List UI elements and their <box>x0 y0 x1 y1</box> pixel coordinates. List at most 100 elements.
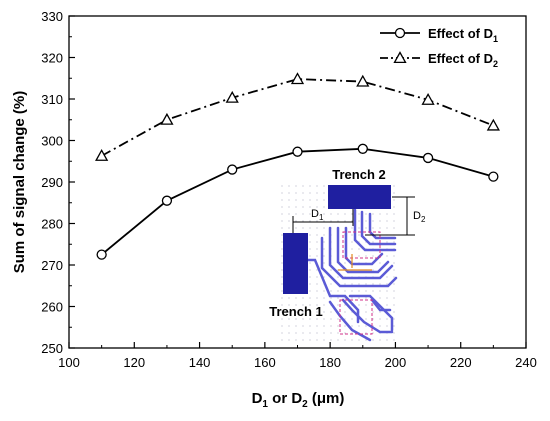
inset-grid-dot <box>337 325 339 327</box>
inset-grid-dot <box>295 213 297 215</box>
x-tick-label: 120 <box>123 355 145 370</box>
x-tick-label: 140 <box>189 355 211 370</box>
inset-highlight-paths <box>339 231 381 335</box>
inset-grid-dot <box>309 276 311 278</box>
inset-grid-dot <box>323 255 325 257</box>
inset-grid-dot <box>379 290 381 292</box>
inset-grid-dot <box>330 213 332 215</box>
inset-grid-dot <box>365 297 367 299</box>
inset-grid-dot <box>323 332 325 334</box>
inset-grid-dot <box>288 220 290 222</box>
inset-grid-dot <box>316 318 318 320</box>
data-point-circle <box>394 27 406 39</box>
inset-grid-dot <box>344 339 346 341</box>
inset-grid-dot <box>281 185 283 187</box>
inset-grid-dot <box>281 213 283 215</box>
trench-1 <box>283 233 308 294</box>
inset-grid-dot <box>302 206 304 208</box>
inset-grid-dot <box>358 213 360 215</box>
inset-grid-dot <box>393 318 395 320</box>
inset-grid-dot <box>379 213 381 215</box>
inset-grid-dot <box>309 332 311 334</box>
inset-grid-dot <box>351 241 353 243</box>
inset-grid-dot <box>365 227 367 229</box>
inset-grid-dot <box>372 318 374 320</box>
trench-2-label: Trench 2 <box>332 167 385 182</box>
inset-grid-dot <box>295 185 297 187</box>
inset-grid-dot <box>372 255 374 257</box>
inset-grid-dot <box>288 332 290 334</box>
inset-grid-dot <box>344 213 346 215</box>
inset-grid-dot <box>309 325 311 327</box>
inset-grid-dot <box>316 206 318 208</box>
inset-grid-dot <box>302 227 304 229</box>
inset-grid-dot <box>309 269 311 271</box>
inset-grid-dot <box>323 262 325 264</box>
inset-grid-dot <box>281 255 283 257</box>
d1-dimension <box>292 209 354 233</box>
inset-grid-dot <box>351 283 353 285</box>
inset-grid-dot <box>288 318 290 320</box>
data-point-circle <box>422 152 434 164</box>
inset-grid-dot <box>337 297 339 299</box>
inset-grid-dot <box>393 262 395 264</box>
inset-grid-dot <box>358 255 360 257</box>
inset-grid-dot <box>344 311 346 313</box>
data-point-triangle <box>95 149 109 161</box>
inset-grid-dot <box>316 199 318 201</box>
d2-dimension <box>365 196 415 236</box>
inset-grid-dot <box>281 339 283 341</box>
inset-grid-dot <box>309 290 311 292</box>
inset-grid-dot <box>337 220 339 222</box>
inset-grid-dot <box>316 234 318 236</box>
inset-grid-dot <box>344 262 346 264</box>
inset-grid-dot <box>393 227 395 229</box>
inset-grid-dot <box>309 185 311 187</box>
inset-grid-dot <box>372 304 374 306</box>
inset-grid-dot <box>337 304 339 306</box>
x-tick-label: 160 <box>254 355 276 370</box>
inset-grid-dot <box>330 283 332 285</box>
inset-grid-dot <box>379 283 381 285</box>
trench-1-label: Trench 1 <box>269 304 322 319</box>
inset-grid-dot <box>323 311 325 313</box>
inset-grid-dot <box>379 262 381 264</box>
inset-grid-dot <box>386 241 388 243</box>
inset-grid-dot <box>365 332 367 334</box>
data-point-circle <box>161 195 173 206</box>
legend-label: Effect of D2 <box>428 51 498 69</box>
y-axis-label: Sum of signal change (%) <box>11 91 28 274</box>
series-layer <box>95 72 500 260</box>
inset-grid-dot <box>295 220 297 222</box>
inset-grid-dot <box>393 332 395 334</box>
inset-grid-dot <box>288 213 290 215</box>
inset-grid-dot <box>393 220 395 222</box>
inset-grid-dot <box>295 311 297 313</box>
inset-grid-dot <box>281 304 283 306</box>
inset-grid-dot <box>358 227 360 229</box>
inset-grid-dot <box>295 192 297 194</box>
inset-grid-dot <box>302 199 304 201</box>
y-tick-label: 260 <box>41 300 63 315</box>
inset-grid-dot <box>323 304 325 306</box>
inset-grid-dot <box>288 339 290 341</box>
x-tick-label: 200 <box>385 355 407 370</box>
inset-grid-dot <box>330 311 332 313</box>
data-point-triangle <box>290 72 305 85</box>
inset-grid-dot <box>288 325 290 327</box>
inset-grid-dot <box>344 332 346 334</box>
data-point-triangle <box>160 112 174 125</box>
inset-grid-dot <box>386 304 388 306</box>
inset-grid-dot <box>386 276 388 278</box>
inset-grid-dot <box>365 325 367 327</box>
inset-grid-dot <box>281 283 283 285</box>
inset-grid-dot <box>288 192 290 194</box>
inset-grid-dot <box>337 276 339 278</box>
inset-grid-dot <box>351 227 353 229</box>
inset-grid-dot <box>302 339 304 341</box>
inset-grid-dot <box>386 325 388 327</box>
inset-grid-dot <box>365 304 367 306</box>
inset-grid-dot <box>358 220 360 222</box>
series-2 <box>95 72 500 161</box>
inset-grid-dot <box>323 192 325 194</box>
